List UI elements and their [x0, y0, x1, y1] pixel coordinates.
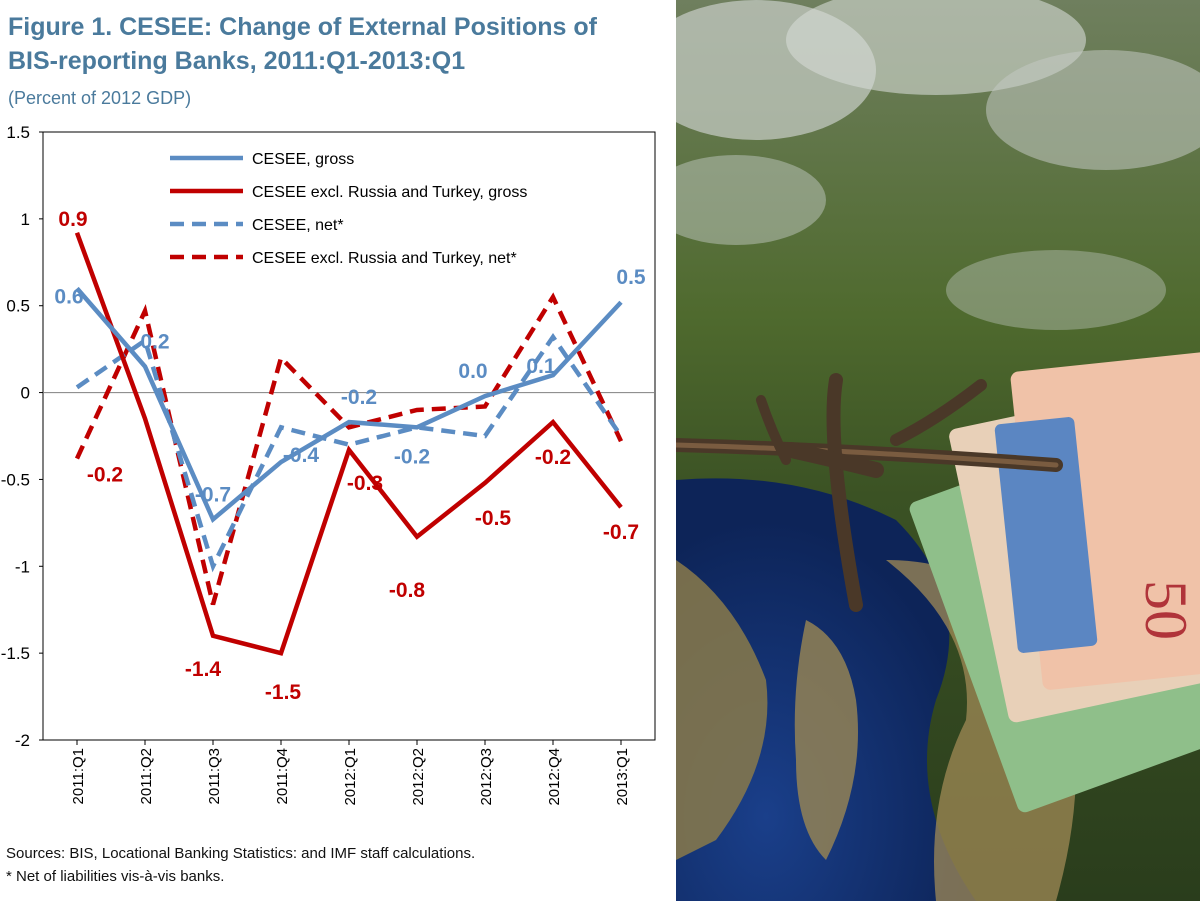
y-tick-label: -0.5: [1, 470, 30, 489]
footnote: * Net of liabilities vis-à-vis banks.: [6, 868, 225, 885]
x-tick-label: 2012:Q2: [410, 748, 427, 806]
x-tick-label: 2011:Q3: [206, 748, 223, 804]
decorative-photo: 50: [676, 0, 1200, 901]
legend-label: CESEE, gross: [252, 151, 354, 168]
legend-label: CESEE, net*: [252, 217, 344, 234]
x-tick-label: 2011:Q1: [70, 748, 87, 804]
y-tick-label: -2: [15, 731, 30, 750]
y-tick-label: 1: [21, 210, 30, 229]
axes: 1.5 1 0.5 0 -0.5 -1 -1.5 -2 2011:Q1 2011:Q2 2011:Q…: [1, 123, 656, 806]
series-line: [74, 292, 624, 606]
data-label: -0.7: [603, 521, 639, 544]
data-label: -0.2: [87, 464, 123, 487]
series-lines: [74, 231, 624, 656]
chart-panel: Figure 1. CESEE: Change of External Posi…: [0, 10, 668, 885]
x-tick-label: 2012:Q4: [546, 748, 563, 806]
earth-money-barbed-wire-image: 50: [676, 0, 1200, 901]
y-tick-label: 1.5: [6, 123, 30, 142]
data-label: 0.5: [616, 266, 646, 289]
data-label: -0.2: [341, 386, 377, 409]
y-tick-label: 0.5: [6, 297, 30, 316]
x-tick-label: 2012:Q3: [478, 748, 495, 806]
data-label: 0.1: [526, 355, 556, 378]
source-note: Sources: BIS, Locational Banking Statist…: [6, 845, 476, 862]
figure-title-line2: BIS-reporting Banks, 2011:Q1-2013:Q1: [8, 47, 466, 75]
data-label: -0.7: [195, 483, 231, 506]
series-line: [74, 231, 623, 656]
svg-text:50: 50: [1133, 580, 1199, 640]
line-chart: 1.5 1 0.5 0 -0.5 -1 -1.5 -2 2011:Q1 2011:Q2 2011:Q…: [1, 123, 656, 806]
x-tick-label: 2012:Q1: [342, 748, 359, 806]
data-label: 0.9: [58, 208, 87, 231]
data-label: -0.4: [283, 444, 320, 467]
series-line: [75, 286, 623, 524]
y-tick-label: 0: [21, 384, 30, 403]
data-label: -1.4: [185, 658, 222, 681]
figure-title-line1: Figure 1. CESEE: Change of External Posi…: [8, 13, 597, 41]
data-label: -0.5: [475, 507, 512, 530]
data-label: -0.8: [389, 579, 426, 602]
legend-label: CESEE excl. Russia and Turkey, gross: [252, 184, 527, 201]
data-label: -1.5: [265, 681, 302, 704]
data-label: -0.2: [535, 446, 571, 469]
x-tick-label: 2011:Q2: [138, 748, 155, 804]
euro-notes: 50: [909, 350, 1200, 813]
data-label: -0.2: [394, 445, 430, 468]
x-tick-label: 2013:Q1: [614, 748, 631, 806]
barbed-wire: [676, 373, 1063, 612]
data-labels: 0.6 0.2 -0.7 -0.4 -0.2 0.0 0.1 0.5 0.9 -1.4 -1.5 -0…: [54, 208, 646, 704]
data-label: 0.2: [140, 331, 169, 354]
y-tick-label: -1: [15, 557, 30, 576]
figure-subtitle: (Percent of 2012 GDP): [8, 88, 192, 108]
data-label: 0.6: [54, 285, 83, 308]
data-label: -0.3: [347, 472, 383, 495]
data-label: 0.0: [458, 360, 487, 383]
legend-label: CESEE excl. Russia and Turkey, net*: [252, 250, 517, 267]
legend: CESEE, gross CESEE excl. Russia and Turke…: [170, 151, 527, 267]
x-tick-label: 2011:Q4: [274, 748, 291, 804]
y-tick-label: -1.5: [1, 644, 30, 663]
figure-title: Figure 1. CESEE: Change of External Posi…: [8, 10, 668, 78]
